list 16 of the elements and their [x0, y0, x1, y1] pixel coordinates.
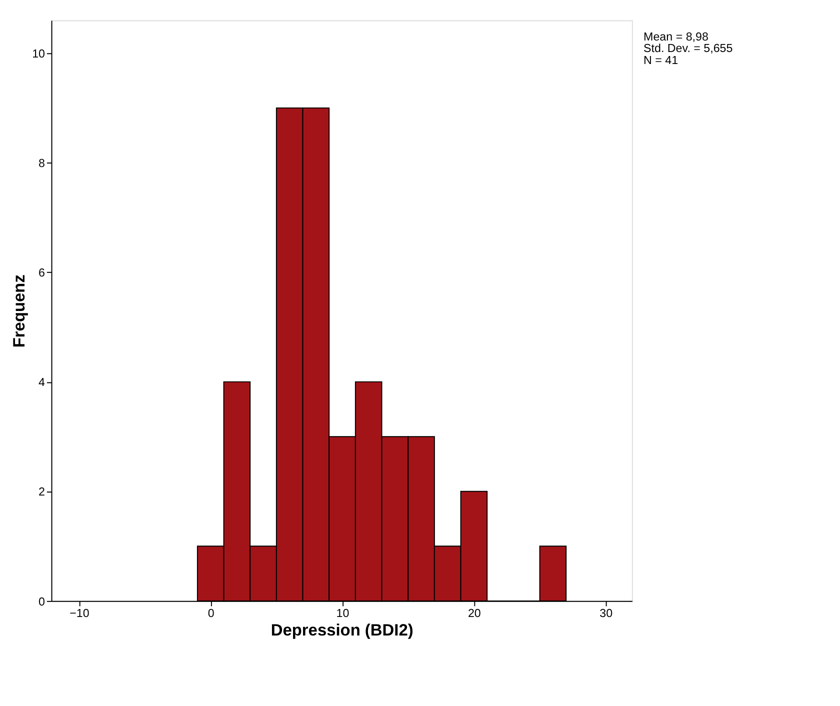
y-tick-label: 8 [38, 157, 45, 170]
x-tick-label: 20 [468, 606, 481, 620]
x-tick-label: 10 [336, 606, 350, 620]
y-tick-label: 4 [38, 376, 46, 390]
y-tick-label: 6 [38, 266, 45, 280]
text: Std. Dev. = 5,655 [644, 42, 733, 56]
y-tick-label: 2 [38, 486, 45, 499]
y-tick-label: 10 [32, 48, 45, 61]
x-tick-label: −10 [70, 606, 90, 620]
x-axis-title: Depression (BDI2) [270, 621, 414, 640]
x-tick-label: 30 [600, 606, 613, 620]
y-axis-title: Frequenz [10, 274, 28, 348]
y-tick-label: 0 [38, 595, 45, 608]
text: N = 41 [644, 54, 678, 67]
x-tick-label: 0 [208, 606, 214, 620]
text: Mean = 8,98 [644, 30, 708, 44]
